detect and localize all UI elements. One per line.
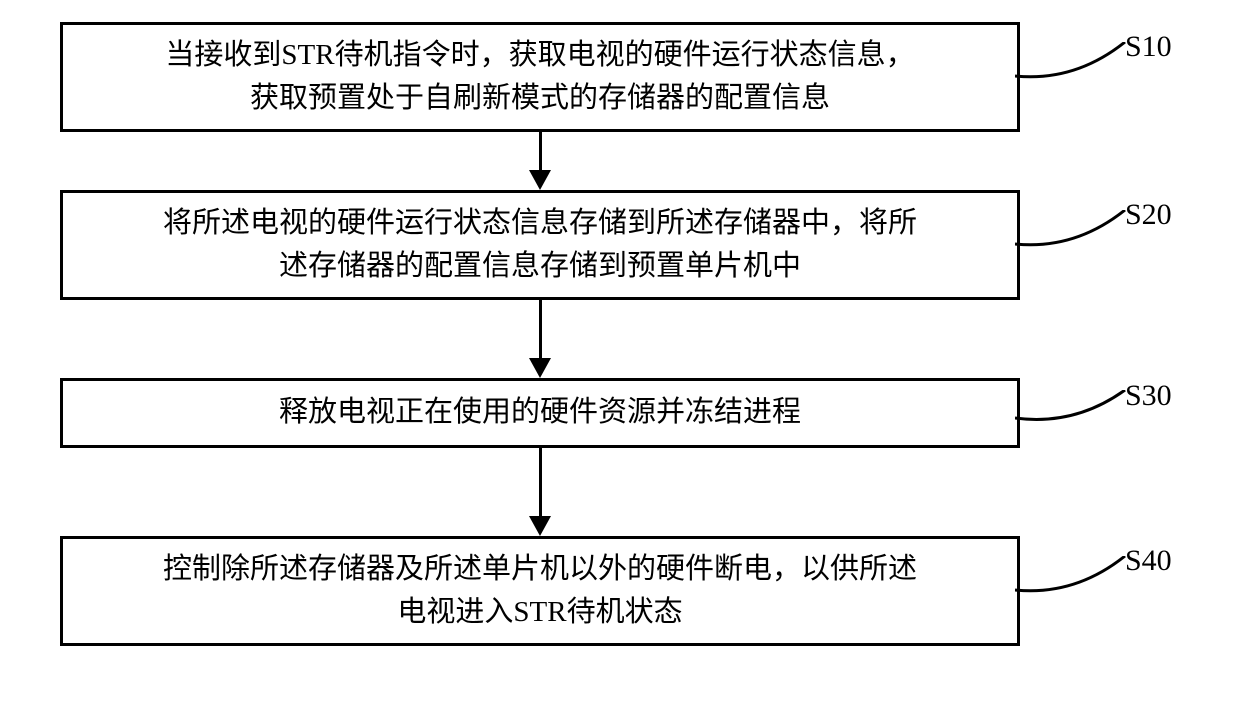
step-text-s30: 释放电视正在使用的硬件资源并冻结进程 [279,391,801,435]
step-label-s10: S10 [1125,30,1172,64]
step-box-s10: 当接收到STR待机指令时，获取电视的硬件运行状态信息， 获取预置处于自刷新模式的… [60,22,1020,132]
step-label-s30: S30 [1125,379,1172,413]
step-text-s10: 当接收到STR待机指令时，获取电视的硬件运行状态信息， 获取预置处于自刷新模式的… [165,34,914,121]
step-text-s40: 控制除所述存储器及所述单片机以外的硬件断电，以供所述 电视进入STR待机状态 [163,548,917,635]
step-text-s20: 将所述电视的硬件运行状态信息存储到所述存储器中，将所 述存储器的配置信息存储到预… [163,202,917,289]
step-box-s20: 将所述电视的硬件运行状态信息存储到所述存储器中，将所 述存储器的配置信息存储到预… [60,190,1020,300]
step-box-s40: 控制除所述存储器及所述单片机以外的硬件断电，以供所述 电视进入STR待机状态 [60,536,1020,646]
arrow-s30-s40 [50,448,1030,536]
step-label-s40: S40 [1125,544,1172,578]
step-label-s20: S20 [1125,198,1172,232]
step-box-s30: 释放电视正在使用的硬件资源并冻结进程 [60,378,1020,448]
arrow-s10-s20 [50,132,1030,190]
flowchart-container: 当接收到STR待机指令时，获取电视的硬件运行状态信息， 获取预置处于自刷新模式的… [50,22,1190,646]
arrow-s20-s30 [50,300,1030,378]
